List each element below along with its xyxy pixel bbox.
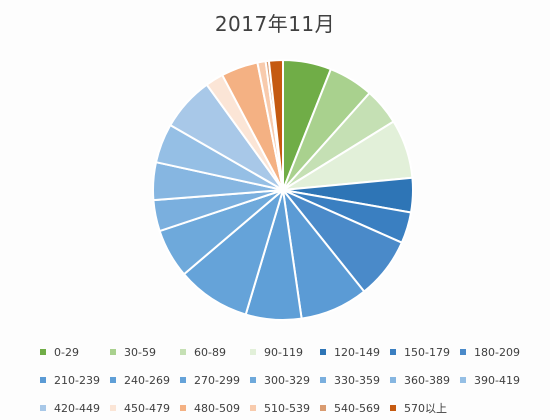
legend-swatch (390, 405, 396, 411)
legend-item-270-299: 270-299 (180, 374, 250, 387)
legend-label: 420-449 (54, 401, 100, 415)
legend-swatch (250, 405, 256, 411)
legend-swatch (390, 349, 396, 355)
legend-item-510-539: 510-539 (250, 402, 320, 415)
legend-label: 360-389 (404, 373, 450, 387)
legend-label: 150-179 (404, 345, 450, 359)
legend-label: 570以上 (404, 402, 447, 415)
legend-item-240-269: 240-269 (110, 374, 180, 387)
pie-plot-area (152, 58, 414, 322)
legend-item-480-509: 480-509 (180, 402, 250, 415)
legend-swatch (110, 349, 116, 355)
legend-label: 330-359 (334, 373, 380, 387)
chart-legend: 0-29 30-59 60-89 90-119 120-149 150-179 180-20… (40, 340, 540, 420)
chart-title: 2017年11月 (214, 12, 336, 36)
legend-item-540-569: 540-569 (320, 402, 390, 415)
legend-item-450-479: 450-479 (110, 402, 180, 415)
legend-swatch (180, 377, 186, 383)
legend-label: 540-569 (334, 401, 380, 415)
legend-swatch (40, 377, 46, 383)
legend-item-150-179: 150-179 (390, 346, 460, 359)
legend-swatch (180, 349, 186, 355)
legend-label: 240-269 (124, 373, 170, 387)
legend-label: 30-59 (124, 345, 156, 359)
legend-label: 120-149 (334, 345, 380, 359)
legend-swatch (180, 405, 186, 411)
legend-label: 300-329 (264, 373, 310, 387)
legend-swatch (320, 377, 326, 383)
legend-label: 510-539 (264, 401, 310, 415)
legend-label: 0-29 (54, 345, 79, 359)
legend-item-0-29: 0-29 (40, 346, 110, 359)
legend-item-390-419: 390-419 (460, 374, 530, 387)
legend-item-420-449: 420-449 (40, 402, 110, 415)
legend-label: 210-239 (54, 373, 100, 387)
legend-label: 480-509 (194, 401, 240, 415)
legend-swatch (320, 405, 326, 411)
legend-item-180-209: 180-209 (460, 346, 530, 359)
legend-row-1: 0-29 30-59 60-89 90-119 120-149 150-179 180-20… (40, 340, 540, 364)
legend-swatch (250, 377, 256, 383)
legend-swatch (460, 377, 466, 383)
legend-label: 450-479 (124, 401, 170, 415)
legend-item-30-59: 30-59 (110, 346, 180, 359)
legend-swatch (390, 377, 396, 383)
legend-row-3: 420-449 450-479 480-509 510-539 540-569 570以上 (40, 396, 540, 420)
legend-swatch (320, 349, 326, 355)
legend-label: 270-299 (194, 373, 240, 387)
legend-swatch (460, 349, 466, 355)
legend-swatch (250, 349, 256, 355)
pie-slice-570以上 (267, 58, 284, 191)
legend-swatch (40, 349, 46, 355)
legend-item-570以上: 570以上 (390, 400, 460, 416)
legend-item-330-359: 330-359 (320, 374, 390, 387)
legend-label: 90-119 (264, 345, 303, 359)
legend-item-120-149: 120-149 (320, 346, 390, 359)
legend-row-2: 210-239 240-269 270-299 300-329 330-359 360-3… (40, 368, 540, 392)
legend-label: 390-419 (474, 373, 520, 387)
legend-swatch (110, 377, 116, 383)
legend-item-300-329: 300-329 (250, 374, 320, 387)
legend-item-210-239: 210-239 (40, 374, 110, 387)
legend-label: 60-89 (194, 345, 226, 359)
legend-swatch (40, 405, 46, 411)
legend-swatch (110, 405, 116, 411)
legend-item-60-89: 60-89 (180, 346, 250, 359)
legend-item-360-389: 360-389 (390, 374, 460, 387)
legend-item-90-119: 90-119 (250, 346, 320, 359)
legend-label: 180-209 (474, 345, 520, 359)
